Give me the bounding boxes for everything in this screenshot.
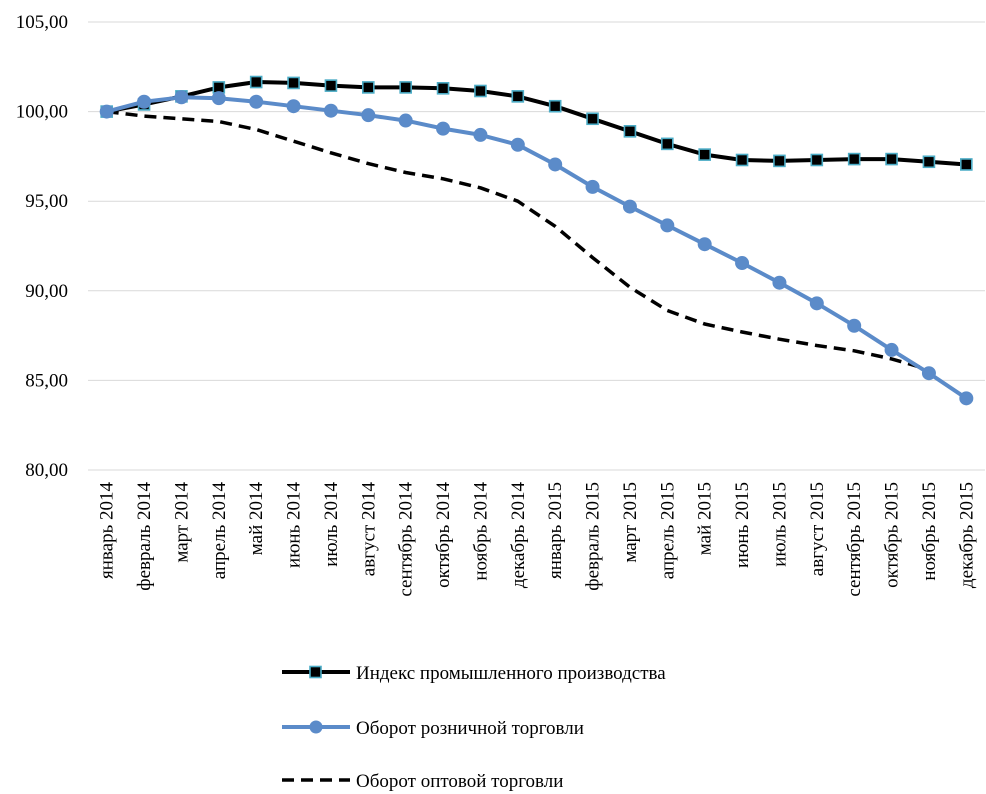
series-line bbox=[106, 109, 930, 372]
data-point bbox=[847, 318, 862, 333]
legend-label: Индекс промышленного производства bbox=[356, 663, 666, 684]
x-tick-label: март 2014 bbox=[171, 482, 192, 563]
x-tick-label: декабрь 2015 bbox=[956, 482, 977, 588]
y-tick-label: 95,00 bbox=[25, 191, 68, 212]
data-point bbox=[661, 137, 674, 151]
y-axis: 80,00 85,00 90,00 95,00 100,00 105,00 bbox=[16, 12, 68, 481]
x-tick-label: июнь 2014 bbox=[284, 482, 305, 568]
data-point bbox=[362, 81, 375, 94]
x-tick-label: октябрь 2015 bbox=[882, 482, 903, 588]
data-point bbox=[697, 237, 712, 252]
data-point bbox=[436, 121, 451, 136]
x-tick-label: май 2015 bbox=[695, 482, 716, 555]
series-line bbox=[106, 95, 968, 400]
y-tick-label: 80,00 bbox=[25, 460, 68, 481]
x-tick-label: июнь 2015 bbox=[732, 482, 753, 568]
legend: Индекс промышленного производства Оборот … bbox=[282, 663, 666, 792]
data-point bbox=[773, 154, 786, 168]
data-point bbox=[735, 153, 749, 167]
data-point bbox=[810, 153, 824, 167]
data-point bbox=[174, 90, 189, 105]
data-point bbox=[809, 296, 824, 311]
x-axis: январь 2014 февраль 2014 март 2014 апрель 2… bbox=[97, 482, 978, 597]
x-tick-label: сентябрь 2014 bbox=[396, 482, 417, 597]
x-tick-label: январь 2014 bbox=[97, 482, 118, 579]
legend-label: Оборот розничной торговли bbox=[356, 718, 584, 739]
x-tick-label: сентябрь 2015 bbox=[844, 482, 865, 597]
x-tick-label: январь 2015 bbox=[545, 482, 566, 579]
series-group bbox=[99, 75, 974, 406]
data-point bbox=[847, 152, 861, 166]
x-tick-label: апрель 2015 bbox=[657, 482, 678, 579]
data-point bbox=[548, 99, 562, 113]
gridlines bbox=[88, 21, 985, 471]
data-point bbox=[474, 84, 487, 98]
data-point bbox=[399, 81, 412, 94]
data-point bbox=[287, 76, 300, 90]
data-point bbox=[510, 137, 525, 152]
data-point bbox=[137, 94, 152, 109]
data-point bbox=[586, 112, 599, 126]
data-point bbox=[885, 152, 898, 166]
data-point bbox=[511, 90, 525, 103]
data-point bbox=[249, 75, 263, 89]
x-tick-label: август 2015 bbox=[807, 482, 828, 576]
x-tick-label: октябрь 2014 bbox=[433, 482, 454, 588]
x-tick-label: февраль 2015 bbox=[583, 482, 604, 591]
legend-marker bbox=[309, 720, 323, 734]
y-tick-label: 100,00 bbox=[16, 102, 68, 123]
data-point bbox=[398, 113, 413, 128]
data-point bbox=[473, 127, 488, 142]
data-point bbox=[884, 342, 899, 357]
data-point bbox=[735, 256, 750, 271]
data-point bbox=[324, 79, 338, 92]
x-tick-label: май 2014 bbox=[246, 482, 267, 556]
legend-label: Оборот оптовой торговли bbox=[356, 771, 563, 792]
data-point bbox=[323, 103, 338, 118]
legend-marker bbox=[309, 665, 322, 679]
x-tick-label: июль 2015 bbox=[769, 482, 790, 567]
data-point bbox=[249, 94, 264, 109]
data-point bbox=[772, 275, 787, 290]
data-point bbox=[585, 179, 600, 194]
x-tick-label: февраль 2014 bbox=[134, 482, 155, 591]
data-point bbox=[436, 82, 450, 95]
x-tick-label: ноябрь 2014 bbox=[470, 482, 491, 581]
data-point bbox=[921, 366, 936, 381]
x-tick-label: август 2014 bbox=[358, 482, 379, 577]
data-point bbox=[960, 158, 973, 171]
data-point bbox=[548, 157, 563, 172]
data-point bbox=[623, 125, 637, 138]
x-tick-label: декабрь 2014 bbox=[508, 482, 529, 589]
y-tick-label: 90,00 bbox=[25, 281, 68, 302]
data-point bbox=[211, 91, 226, 106]
x-tick-label: март 2015 bbox=[620, 482, 641, 563]
data-point bbox=[361, 108, 376, 123]
data-point bbox=[959, 391, 974, 406]
x-tick-label: ноябрь 2015 bbox=[919, 482, 940, 581]
data-point bbox=[286, 99, 301, 114]
data-point bbox=[660, 218, 675, 233]
series-line bbox=[106, 80, 967, 167]
x-tick-label: июль 2014 bbox=[321, 482, 342, 567]
y-tick-label: 105,00 bbox=[16, 12, 68, 33]
data-point bbox=[922, 155, 936, 169]
data-point bbox=[622, 199, 637, 214]
data-point bbox=[99, 104, 114, 119]
data-point bbox=[698, 148, 711, 161]
x-tick-label: апрель 2014 bbox=[209, 482, 230, 580]
y-tick-label: 85,00 bbox=[25, 370, 68, 391]
